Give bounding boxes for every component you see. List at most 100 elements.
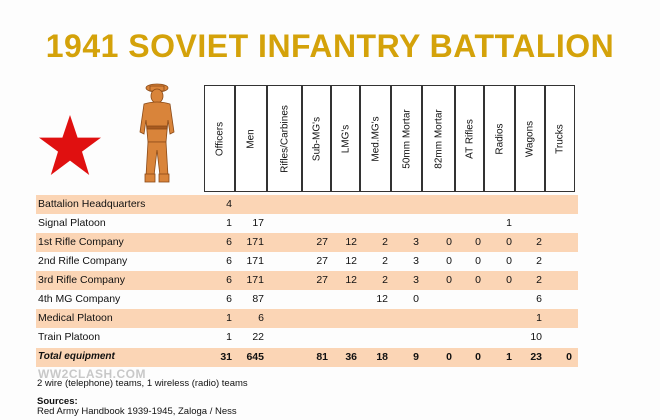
table-cell: 0 <box>475 351 481 363</box>
column-header-label: Wagons <box>524 120 536 157</box>
table-row: 1st Rifle Company 6 171 27 12 2 3 0 0 0 2 <box>36 233 578 252</box>
table-row: 4th MG Company 6 87 12 0 6 <box>36 290 578 309</box>
table-cell: 6 <box>258 312 264 324</box>
column-header-label: Rifles/Carbines <box>279 104 290 173</box>
sources-label: Sources: <box>37 396 78 407</box>
table-cell: 3 <box>413 236 419 248</box>
column-header: 50mm Mortar <box>391 85 422 192</box>
table-cell: 2 <box>536 236 542 248</box>
table-cell: 12 <box>345 255 357 267</box>
row-label: Train Platoon <box>38 331 101 343</box>
table-cell: 0 <box>446 274 452 286</box>
table-cell: 12 <box>376 293 388 305</box>
row-label: 1st Rifle Company <box>38 236 124 248</box>
table-row: 3rd Rifle Company 6 171 27 12 2 3 0 0 0 2 <box>36 271 578 290</box>
table-cell: 1 <box>226 312 232 324</box>
table-cell: 0 <box>566 351 572 363</box>
table-cell: 81 <box>316 351 328 363</box>
table-cell: 0 <box>506 274 512 286</box>
sources-text: Red Army Handbook 1939-1945, Zaloga / Ne… <box>37 406 237 417</box>
table-cell: 1 <box>506 217 512 229</box>
table-cell: 22 <box>252 331 264 343</box>
table-row: Battalion Headquarters 4 <box>36 195 578 214</box>
table-cell: 2 <box>382 274 388 286</box>
table-cell: 6 <box>226 236 232 248</box>
table-cell: 0 <box>413 293 419 305</box>
column-header-label: Med.MG's <box>370 115 381 162</box>
table-cell: 1 <box>536 312 542 324</box>
row-label: 3rd Rifle Company <box>38 274 125 286</box>
column-header-label: LMG's <box>340 124 351 153</box>
table-cell: 23 <box>530 351 542 363</box>
table-cell: 27 <box>316 274 328 286</box>
table-cell: 0 <box>475 274 481 286</box>
column-header: Rifles/Carbines <box>267 85 302 192</box>
table-cell: 2 <box>382 236 388 248</box>
column-header-label: Sub-MG's <box>311 116 322 161</box>
column-header: Men <box>235 85 267 192</box>
table-cell: 0 <box>506 255 512 267</box>
table-cell: 0 <box>446 351 452 363</box>
column-header: Med.MG's <box>360 85 391 192</box>
column-header-label: AT Rifles <box>464 118 475 159</box>
row-label: Total equipment <box>38 351 115 362</box>
table-cell: 36 <box>345 351 357 363</box>
table-cell: 0 <box>475 236 481 248</box>
column-header: AT Rifles <box>455 85 484 192</box>
column-header: Radios <box>484 85 515 192</box>
table-cell: 0 <box>506 236 512 248</box>
table-cell: 2 <box>382 255 388 267</box>
table-cell: 1 <box>506 351 512 363</box>
red-star-icon <box>39 115 101 175</box>
table-row: 2nd Rifle Company 6 171 27 12 2 3 0 0 0 2 <box>36 252 578 271</box>
watermark: WW2CLASH.COM <box>38 367 146 381</box>
table-cell: 1 <box>226 217 232 229</box>
column-header-label: Men <box>245 128 257 149</box>
table-cell: 2 <box>536 274 542 286</box>
table-row: Train Platoon 1 22 10 <box>36 328 578 347</box>
table-cell: 27 <box>316 255 328 267</box>
table-cell: 6 <box>226 255 232 267</box>
table-row: Signal Platoon 1 17 1 <box>36 214 578 233</box>
column-header: Sub-MG's <box>302 85 331 192</box>
table-cell: 645 <box>246 351 264 363</box>
table-cell: 3 <box>413 274 419 286</box>
table-cell: 18 <box>376 351 388 363</box>
column-header: Trucks <box>545 85 575 192</box>
table-cell: 0 <box>446 236 452 248</box>
table-cell: 171 <box>246 274 264 286</box>
table-cell: 171 <box>246 236 264 248</box>
note-teams: 2 wire (telephone) teams, 1 wireless (ra… <box>37 378 248 389</box>
column-header-label: 50mm Mortar <box>401 108 412 169</box>
table-cell: 0 <box>446 255 452 267</box>
column-header-label: Radios <box>494 122 505 155</box>
column-header: Officers <box>204 85 235 192</box>
row-label: Battalion Headquarters <box>38 198 146 210</box>
table-cell: 27 <box>316 236 328 248</box>
total-row: Total equipment 31 645 81 36 18 9 0 0 1 23 0 <box>36 348 578 367</box>
column-header: LMG's <box>331 85 360 192</box>
table-cell: 6 <box>226 293 232 305</box>
table-cell: 12 <box>345 236 357 248</box>
column-header-label: 82mm Mortar <box>433 108 444 169</box>
column-header-label: Officers <box>214 121 225 156</box>
page-title: 1941 SOVIET INFANTRY BATTALION <box>45 28 615 64</box>
column-header: Wagons <box>515 85 545 192</box>
soviet-officer-figure <box>139 83 175 183</box>
row-label: 2nd Rifle Company <box>38 255 128 267</box>
column-header: 82mm Mortar <box>422 85 455 192</box>
row-label: Signal Platoon <box>38 217 106 229</box>
table-cell: 12 <box>345 274 357 286</box>
table-cell: 10 <box>530 331 542 343</box>
table-cell: 31 <box>220 351 232 363</box>
row-label: Medical Platoon <box>38 312 113 324</box>
table-cell: 6 <box>536 293 542 305</box>
table-cell: 4 <box>226 198 232 210</box>
table-cell: 87 <box>252 293 264 305</box>
table-cell: 3 <box>413 255 419 267</box>
table-cell: 17 <box>252 217 264 229</box>
table-row: Medical Platoon 1 6 1 <box>36 309 578 328</box>
table-cell: 2 <box>536 255 542 267</box>
table-cell: 9 <box>413 351 419 363</box>
table-cell: 1 <box>226 331 232 343</box>
